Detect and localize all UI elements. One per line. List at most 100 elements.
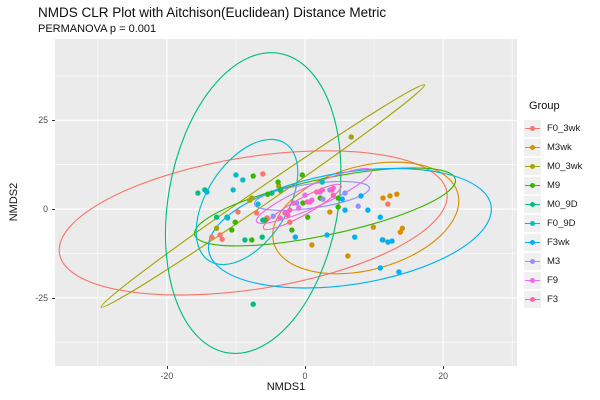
confidence-ellipse-M9	[193, 167, 457, 247]
data-point-M0_9D	[213, 214, 220, 220]
data-point-M3wk	[394, 191, 400, 197]
legend-label: M9	[547, 180, 561, 191]
x-tick-label: 20	[438, 371, 448, 381]
y-axis-title: NMDS2	[8, 182, 20, 222]
data-point-F0_9D	[319, 179, 325, 185]
data-point-M3	[342, 190, 348, 196]
legend-label: F3wk	[547, 237, 570, 248]
data-point-F0_3wk	[209, 234, 215, 240]
y-tick-label: 25	[38, 115, 48, 126]
data-point-M0_9D	[242, 237, 248, 243]
data-point-M0_9D	[250, 301, 256, 307]
legend-key-icon	[524, 196, 541, 213]
data-point-F0_9D	[240, 177, 246, 183]
x-tick-mark	[166, 366, 168, 369]
legend-items: F0_3wk M3wk M0_3wk M9 M0_9D F0_9D F3wk M3 F9 F3	[524, 119, 582, 309]
data-point-M9	[305, 214, 311, 220]
data-point-F3wk	[365, 207, 371, 213]
y-tick-label: 0	[43, 204, 48, 215]
data-point-F3	[314, 189, 320, 195]
data-point-F3	[319, 187, 325, 193]
data-point-M9	[300, 200, 306, 206]
x-tick-mark	[443, 366, 445, 369]
data-point-M9	[275, 179, 281, 185]
data-point-F3wk	[377, 214, 383, 220]
data-point-F3wk	[396, 269, 402, 275]
data-point-M3	[320, 196, 326, 202]
data-point-M9	[289, 227, 295, 233]
legend-item-F3wk: F3wk	[524, 233, 582, 252]
legend-item-M0_9D: M0_9D	[524, 195, 582, 214]
data-point-M9	[249, 237, 255, 243]
data-point-F0_3wk	[385, 201, 391, 207]
legend-label: F3	[547, 294, 559, 305]
data-point-F0_3wk	[253, 210, 260, 216]
data-point-F0_9D	[233, 172, 239, 178]
data-point-F9	[302, 192, 308, 198]
data-point-F3wk	[385, 239, 391, 245]
legend-item-F0_3wk: F0_3wk	[524, 119, 582, 138]
legend-item-F0_9D: F0_9D	[524, 214, 582, 233]
data-point-F0_9D	[255, 201, 261, 207]
data-point-F3wk	[342, 207, 348, 213]
legend-label: F0_3wk	[547, 123, 581, 134]
legend-key-icon	[524, 177, 541, 194]
data-point-F3wk	[379, 237, 386, 243]
data-point-M3wk	[387, 193, 393, 199]
data-point-F0_3wk	[287, 219, 293, 225]
legend-item-M0_3wk: M0_3wk	[524, 157, 582, 176]
data-point-M0_3wk	[213, 225, 220, 231]
confidence-ellipse-F3	[262, 183, 342, 231]
legend-item-F9: F9	[524, 271, 582, 290]
data-point-M9	[250, 173, 256, 179]
legend-item-M3: M3	[524, 252, 582, 271]
data-point-M9	[232, 219, 238, 225]
data-point-F3wk	[389, 238, 395, 244]
data-point-F3wk	[358, 193, 364, 199]
y-tick-label: -25	[35, 292, 48, 303]
data-point-M9	[299, 172, 305, 178]
legend-item-F3: F3	[524, 290, 582, 309]
data-point-M9	[335, 195, 341, 201]
data-point-M0_9D	[277, 187, 283, 193]
chart-canvas	[55, 39, 517, 366]
plot-title: NMDS CLR Plot with Aitchison(Euclidean) …	[38, 5, 387, 20]
data-point-M0_9D	[259, 234, 265, 240]
confidence-ellipse-F9	[255, 167, 373, 224]
legend-key-dot	[529, 163, 536, 170]
legend-item-M9: M9	[524, 176, 582, 195]
data-point-M3wk	[327, 209, 333, 215]
legend-key-dot	[529, 258, 536, 265]
legend-key-dot	[529, 125, 536, 132]
plot-subtitle: PERMANOVA p = 0.001	[38, 23, 157, 35]
legend-label: M3wk	[547, 142, 572, 153]
x-axis-title: NMDS1	[266, 381, 306, 393]
confidence-ellipse-M3	[253, 180, 370, 211]
data-point-F0_3wk	[235, 209, 241, 215]
data-point-F3	[277, 215, 283, 221]
data-point-M9	[264, 191, 271, 197]
legend-key-icon	[524, 139, 541, 156]
data-point-M0_9D	[195, 190, 201, 196]
legend-label: F0_9D	[547, 218, 576, 229]
legend-title: Group	[529, 100, 560, 112]
y-tick-mark	[52, 120, 55, 122]
legend-item-M3wk: M3wk	[524, 138, 582, 157]
data-point-F0_3wk	[260, 171, 266, 177]
data-point-F0_3wk	[219, 236, 225, 242]
data-point-F0_3wk	[217, 232, 223, 238]
data-point-F3	[287, 207, 293, 213]
legend-key-dot	[529, 144, 536, 151]
data-point-F0_9D	[230, 187, 236, 193]
data-point-F3	[290, 200, 296, 206]
confidence-ellipse-F0_3wk	[58, 150, 448, 296]
y-tick-mark	[52, 209, 55, 211]
data-point-M9	[229, 227, 235, 233]
legend-key-dot	[529, 182, 536, 189]
y-tick-mark	[52, 297, 55, 299]
data-point-F3wk	[324, 232, 330, 238]
legend-key-icon	[524, 120, 541, 137]
legend-key-icon	[524, 158, 541, 175]
legend-label: M3	[547, 256, 561, 267]
legend: Group F0_3wk M3wk M0_3wk M9 M0_9D F0_9D F3wk M3…	[524, 100, 582, 309]
